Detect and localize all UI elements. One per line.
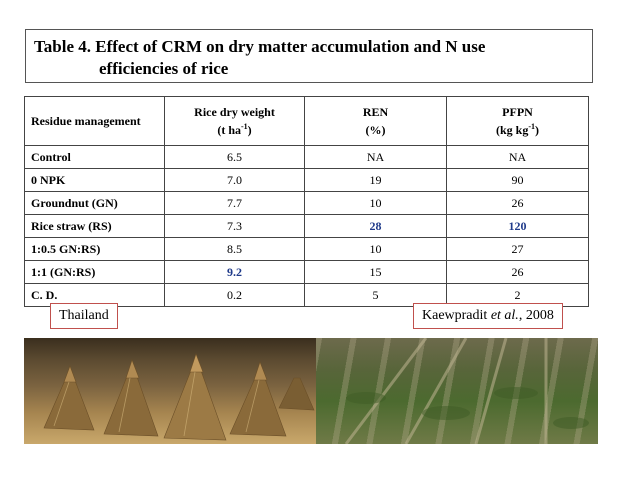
row-label: 0 NPK: [24, 168, 165, 192]
cell-dry-weight: 0.2: [164, 283, 305, 307]
title-line-1: Table 4. Effect of CRM on dry matter acc…: [34, 37, 486, 56]
header-ren: REN (%): [304, 96, 447, 146]
cell-pfpn: 27: [446, 237, 589, 261]
slide-title: Table 4. Effect of CRM on dry matter acc…: [25, 29, 593, 83]
header-pfpn: PFPN (kg kg-1): [446, 96, 589, 146]
location-label: Thailand: [50, 303, 118, 329]
cell-pfpn: 26: [446, 191, 589, 215]
table-row: Groundnut (GN) 7.7 10 26: [24, 191, 589, 215]
table-row: 1:0.5 GN:RS) 8.5 10 27: [24, 237, 589, 261]
cell-ren: NA: [304, 145, 447, 169]
title-line-2: efficiencies of rice: [99, 59, 229, 78]
header-residue: Residue management: [24, 96, 165, 146]
results-table: Residue management Rice dry weight (t ha…: [24, 96, 589, 307]
cell-pfpn: NA: [446, 145, 589, 169]
cell-dry-weight: 7.3: [164, 214, 305, 238]
table-row: Control 6.5 NA NA: [24, 145, 589, 169]
cell-ren: 15: [304, 260, 447, 284]
table-header-row: Residue management Rice dry weight (t ha…: [24, 96, 589, 146]
table-row: Rice straw (RS) 7.3 28 120: [24, 214, 589, 238]
straw-bundles-illustration: [43, 353, 315, 441]
cell-ren-highlight: 28: [304, 214, 447, 238]
row-label: Control: [24, 145, 165, 169]
citation-label: Kaewpradit et al., 2008: [413, 303, 563, 329]
row-label: 1:1 (GN:RS): [24, 260, 165, 284]
rice-straw-bundles-photo: [24, 338, 316, 444]
row-label: 1:0.5 GN:RS): [24, 237, 165, 261]
cell-dry-weight: 7.7: [164, 191, 305, 215]
row-label: Rice straw (RS): [24, 214, 165, 238]
cell-dry-weight: 6.5: [164, 145, 305, 169]
rice-field-photo: [316, 338, 598, 444]
field-rows-illustration: [344, 338, 589, 444]
cell-dry-weight: 8.5: [164, 237, 305, 261]
cell-dry-weight: 7.0: [164, 168, 305, 192]
cell-pfpn-highlight: 120: [446, 214, 589, 238]
cell-ren: 19: [304, 168, 447, 192]
cell-pfpn: 26: [446, 260, 589, 284]
cell-pfpn: 90: [446, 168, 589, 192]
cell-dry-weight-highlight: 9.2: [164, 260, 305, 284]
cell-ren: 10: [304, 237, 447, 261]
header-dry-weight: Rice dry weight (t ha-1): [164, 96, 305, 146]
table-row: 0 NPK 7.0 19 90: [24, 168, 589, 192]
table-row: 1:1 (GN:RS) 9.2 15 26: [24, 260, 589, 284]
row-label: Groundnut (GN): [24, 191, 165, 215]
cell-ren: 10: [304, 191, 447, 215]
